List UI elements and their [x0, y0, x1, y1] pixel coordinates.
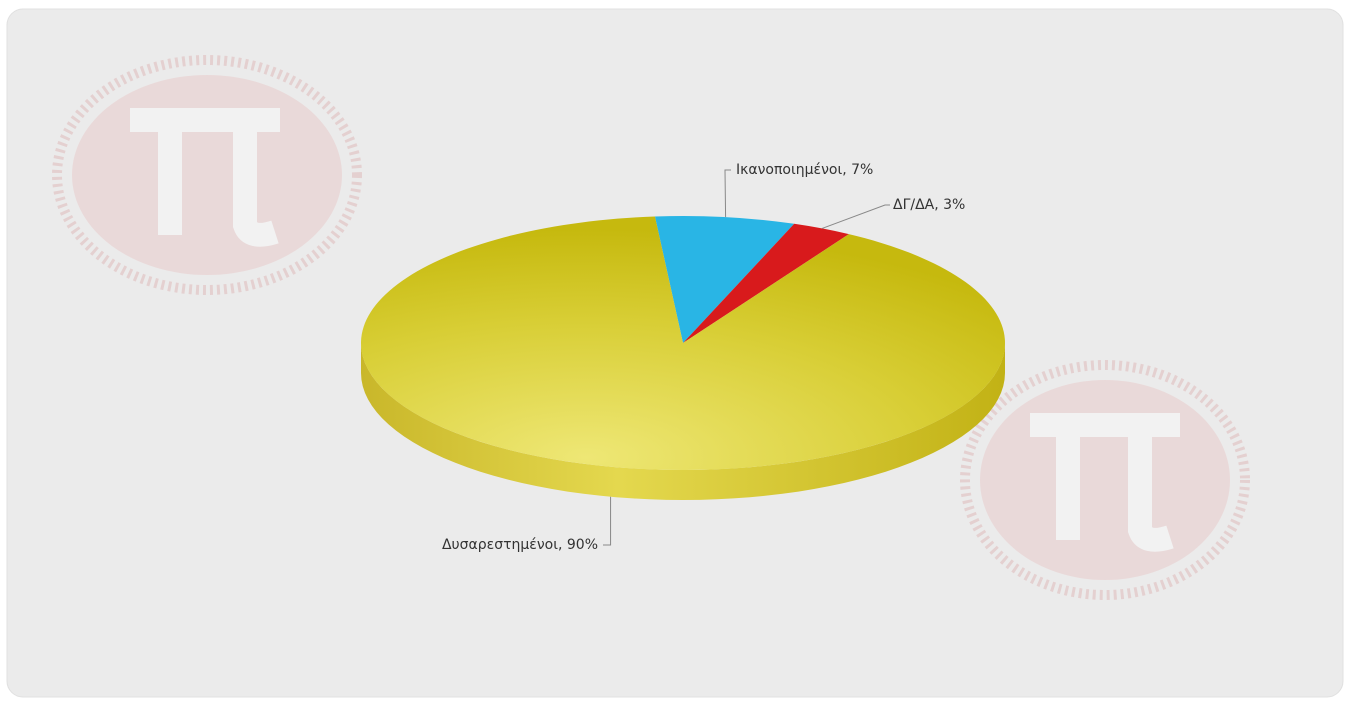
watermark: [52, 55, 1250, 600]
leader-line: [821, 204, 890, 229]
leader-line: [603, 496, 612, 546]
slice: [361, 216, 1006, 470]
slice-side: [361, 343, 1005, 500]
data-label: Δυσαρεστημένοι, 90%: [442, 537, 598, 553]
slice: [683, 223, 849, 343]
data-label: Ικανοποιημένοι, 7%: [736, 162, 873, 178]
slice: [654, 216, 795, 343]
data-label: ΔΓ/ΔΑ, 3%: [893, 197, 965, 213]
leader-line: [724, 169, 731, 218]
